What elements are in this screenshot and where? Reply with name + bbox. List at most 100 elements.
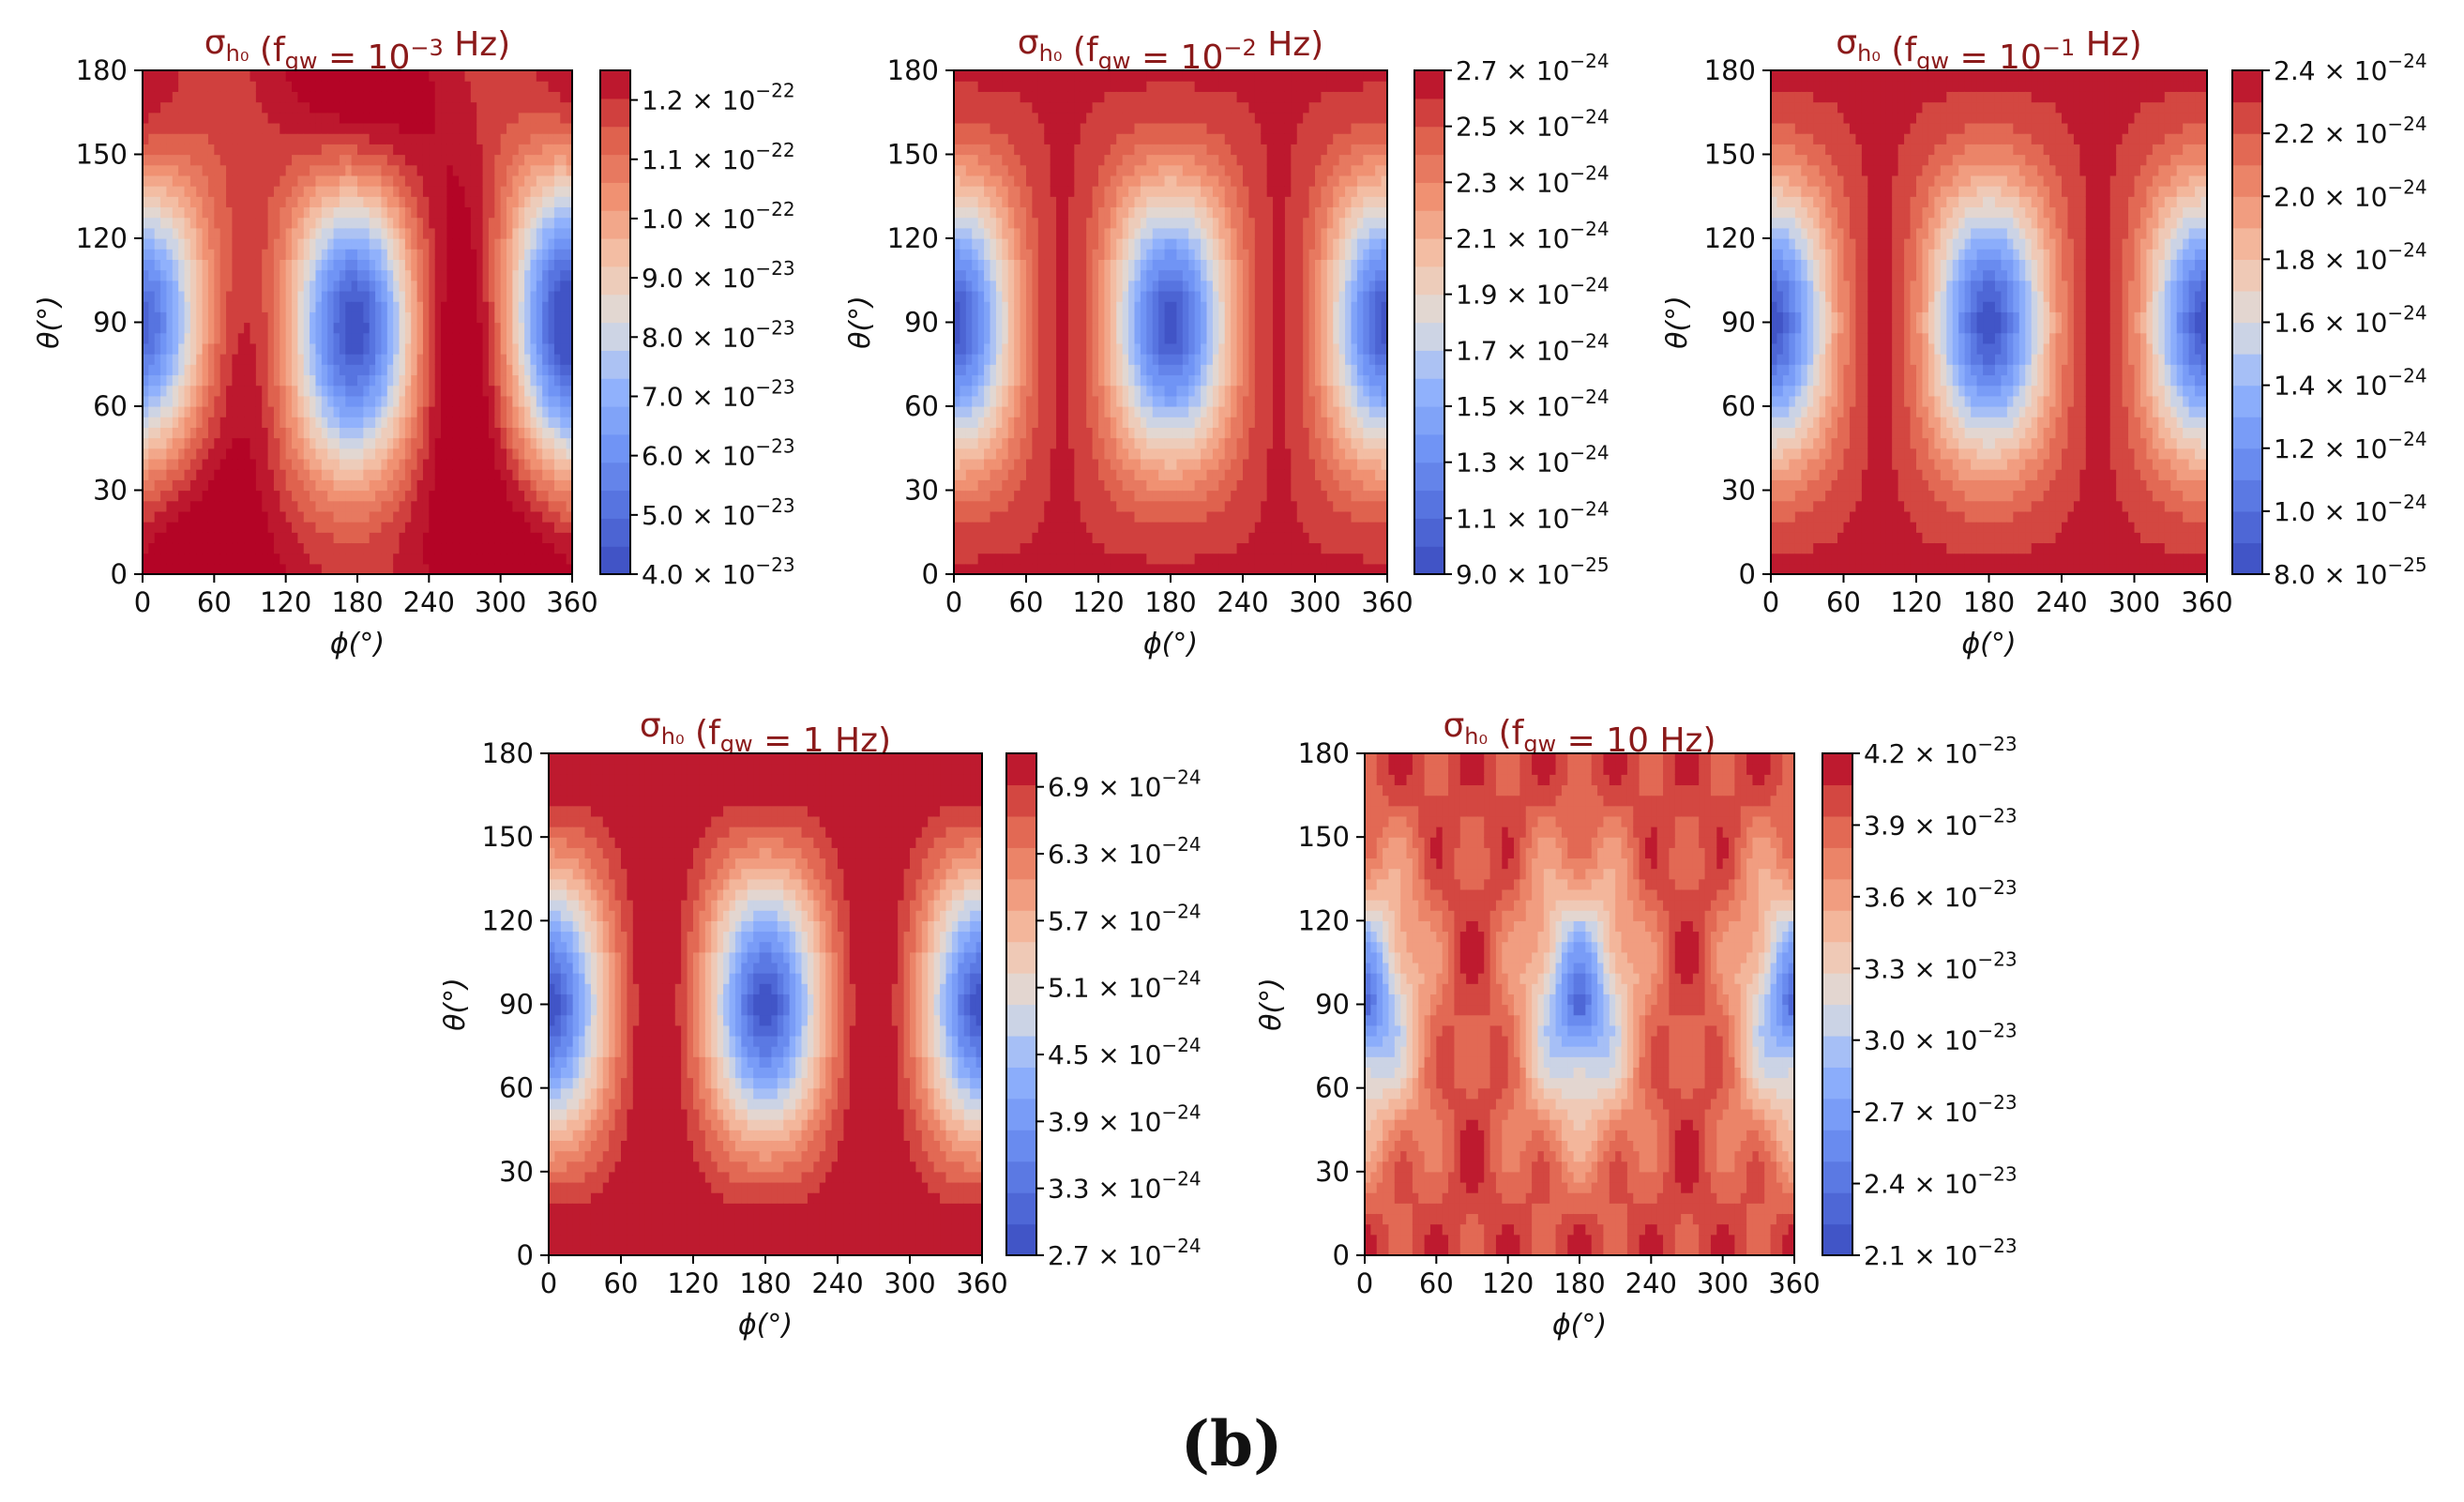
heatmap-cell [977,259,985,271]
heatmap-cell [429,406,436,417]
heatmap-cell [416,217,424,229]
heatmap-cell [214,164,221,176]
heatmap-cell [965,563,973,575]
heatmap-cell [1020,500,1027,512]
heatmap-cell [518,374,525,387]
heatmap-cell [500,563,507,575]
heatmap-cell [232,227,239,239]
heatmap-cell [1134,458,1141,470]
heatmap-cell [143,364,149,376]
heatmap-cell [1074,164,1081,176]
heatmap-cell [500,133,507,144]
heatmap-cell [327,332,335,344]
heatmap-cell [411,269,418,281]
heatmap-cell [1086,500,1094,512]
heatmap-cell [160,217,168,229]
heatmap-cell [1062,479,1069,492]
heatmap-cell [553,227,561,239]
heatmap-cell [386,522,394,533]
heatmap-cell [488,280,495,292]
heatmap-cell [1128,395,1136,407]
heatmap-cell [154,259,161,271]
heatmap-cell [1067,280,1075,292]
heatmap-cell [189,332,197,344]
heatmap-cell [1026,490,1034,502]
heatmap-cell [172,290,179,302]
heatmap-cell [1116,427,1124,439]
heatmap-cell [990,112,997,124]
heatmap-cell [530,406,537,417]
heatmap-cell [524,249,532,260]
heatmap-cell [297,490,305,502]
heatmap-cell [977,196,985,208]
heatmap-cell [207,81,215,92]
heatmap-cell [1086,542,1094,554]
heatmap-cell [960,458,967,470]
heatmap-cell [536,458,543,470]
heatmap-cell [219,311,227,324]
heatmap-cell [255,374,263,387]
heatmap-cell [1098,354,1106,365]
heatmap-cell [1044,301,1051,312]
heatmap-cell [476,91,484,103]
heatmap-cell [977,563,985,575]
heatmap-cell [1128,553,1136,565]
heatmap-cell [214,174,221,187]
heatmap-cell [1062,448,1069,460]
heatmap-cell [1050,227,1057,239]
heatmap-cell [196,91,204,103]
heatmap-cell [1020,354,1027,365]
heatmap-cell [990,437,997,449]
heatmap-cell [321,322,328,334]
heatmap-cell [464,144,472,156]
heatmap-cell [237,532,245,544]
heatmap-cell [404,563,412,575]
heatmap-cell [977,238,985,250]
heatmap-cell [1104,259,1111,271]
heatmap-cell [184,70,191,82]
heatmap-cell [148,133,156,144]
heatmap-cell [160,563,168,575]
heatmap-cell [214,280,221,292]
heatmap-cell [232,269,239,281]
heatmap-cell [339,206,346,219]
heatmap-cell [399,469,406,480]
heatmap-cell [506,269,513,281]
heatmap-cell [1056,311,1064,324]
heatmap-cell [965,437,973,449]
heatmap-cell [518,532,525,544]
heatmap-cell [178,269,186,281]
heatmap-cell [219,500,227,512]
heatmap-cell [1020,342,1027,355]
heatmap-cell [172,249,179,260]
heatmap-cell [273,406,280,417]
heatmap-cell [1050,510,1057,523]
heatmap-cell [1032,112,1039,124]
heatmap-cell [184,206,191,219]
heatmap-cell [1026,553,1034,565]
heatmap-cell [411,469,418,480]
heatmap-cell [518,227,525,239]
heatmap-cell [542,91,550,103]
heatmap-cell [482,458,490,470]
heatmap-cell [488,238,495,250]
heatmap-cell [954,91,961,103]
heatmap-cell [160,301,168,312]
heatmap-cell [524,91,532,103]
heatmap-cell [273,500,280,512]
heatmap-cell [249,364,257,376]
heatmap-cell [172,112,179,124]
heatmap-cell [196,206,204,219]
heatmap-cell [267,227,275,239]
heatmap-cell [429,354,436,365]
heatmap-cell [548,70,555,82]
heatmap-cell [160,164,168,176]
heatmap-cell [560,112,567,124]
heatmap-cell [285,196,293,208]
heatmap-cell [530,206,537,219]
heatmap-cell [285,469,293,480]
heatmap-cell [506,563,513,575]
heatmap-cell [404,522,412,533]
heatmap-cell [310,374,317,387]
heatmap-cell [143,385,149,397]
